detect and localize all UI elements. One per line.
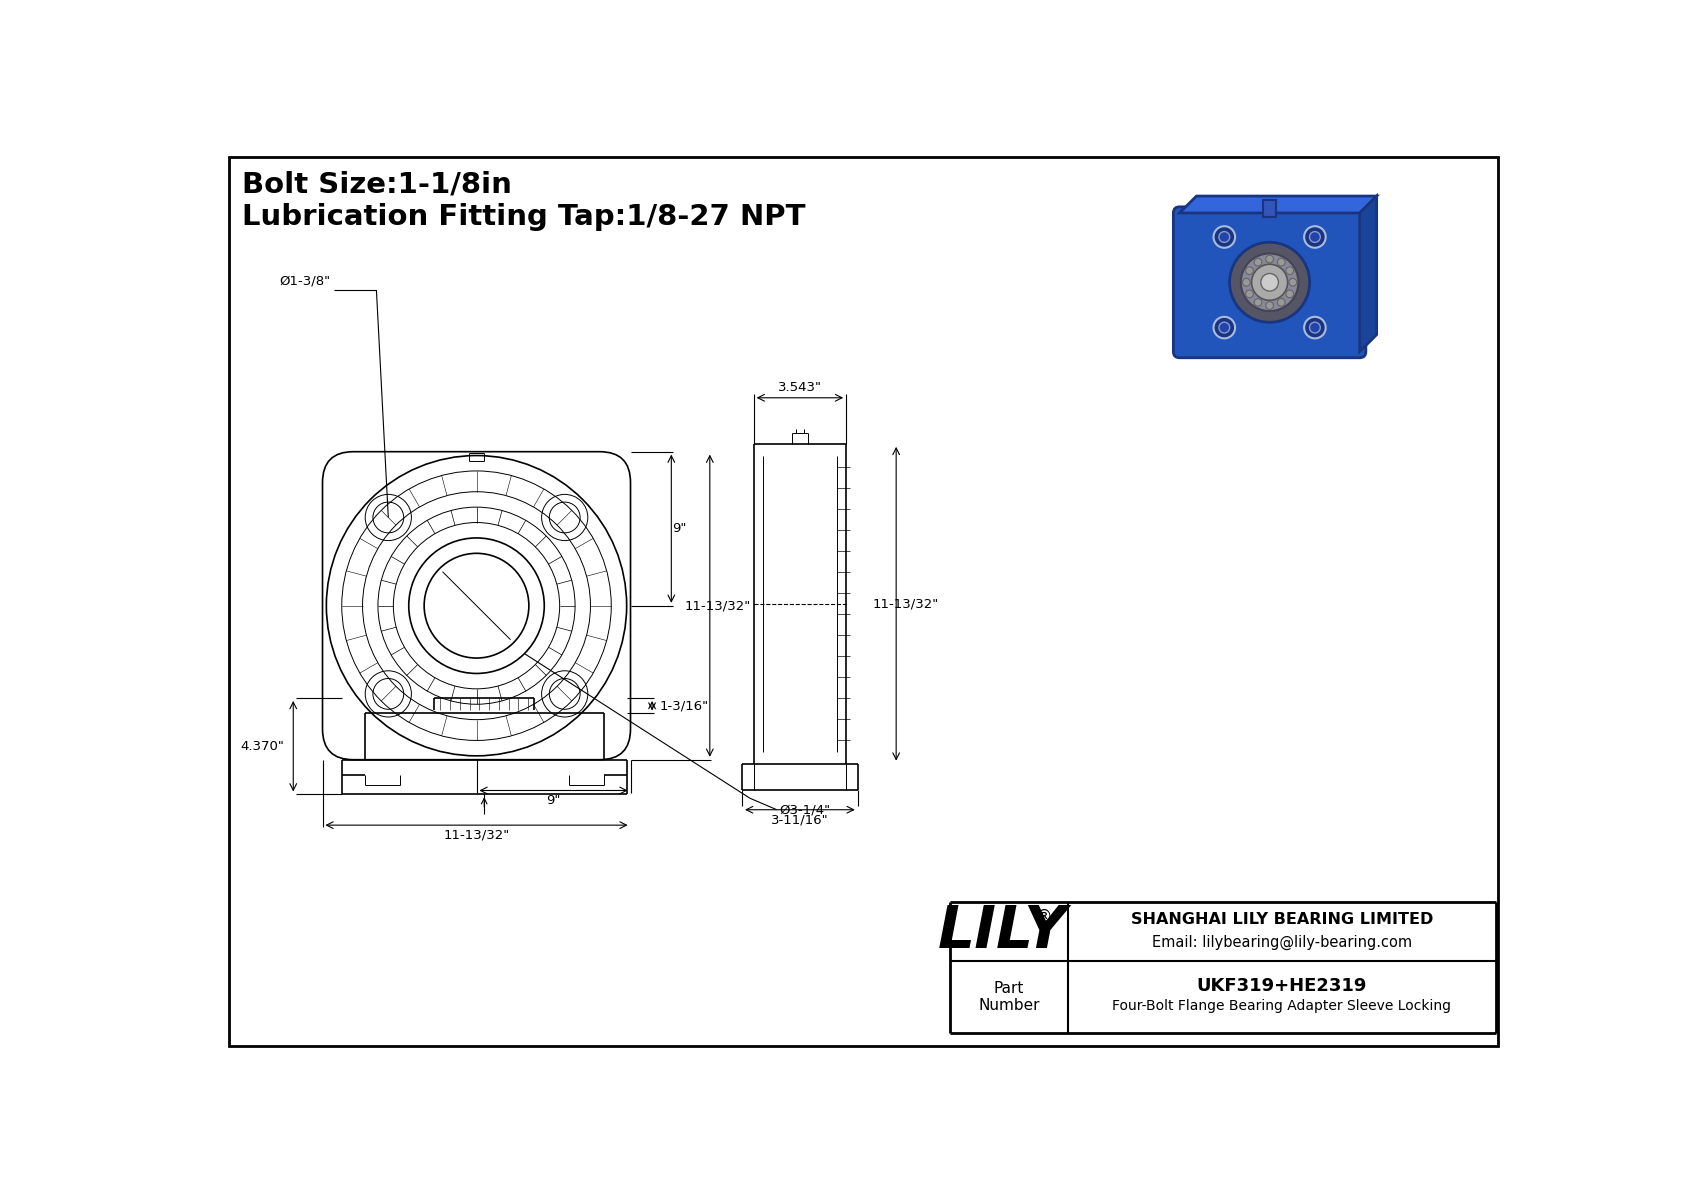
Text: 1-3/16": 1-3/16" bbox=[660, 699, 709, 712]
FancyBboxPatch shape bbox=[1174, 207, 1366, 357]
Circle shape bbox=[1246, 267, 1253, 275]
Text: 3.543": 3.543" bbox=[778, 381, 822, 394]
Circle shape bbox=[1214, 317, 1234, 338]
Text: ®: ® bbox=[1036, 908, 1052, 925]
Circle shape bbox=[1219, 231, 1229, 243]
Circle shape bbox=[1303, 317, 1325, 338]
Circle shape bbox=[1310, 231, 1320, 243]
Circle shape bbox=[1266, 255, 1273, 263]
Text: 4.370": 4.370" bbox=[241, 740, 285, 753]
Circle shape bbox=[1288, 279, 1297, 286]
Text: 11-13/32": 11-13/32" bbox=[443, 829, 510, 842]
Circle shape bbox=[1219, 323, 1229, 333]
Circle shape bbox=[1310, 323, 1320, 333]
Text: SHANGHAI LILY BEARING LIMITED: SHANGHAI LILY BEARING LIMITED bbox=[1130, 912, 1433, 927]
Circle shape bbox=[1246, 291, 1253, 298]
Text: Email: lilybearing@lily-bearing.com: Email: lilybearing@lily-bearing.com bbox=[1152, 935, 1411, 950]
Circle shape bbox=[1266, 301, 1273, 310]
Circle shape bbox=[1278, 258, 1285, 266]
Text: 9": 9" bbox=[546, 794, 561, 807]
Circle shape bbox=[1278, 299, 1285, 306]
Polygon shape bbox=[1179, 197, 1376, 213]
Bar bbox=[1263, 200, 1276, 217]
Circle shape bbox=[1229, 242, 1310, 323]
Circle shape bbox=[1255, 258, 1261, 266]
Text: UKF319+HE2319: UKF319+HE2319 bbox=[1197, 978, 1367, 996]
Circle shape bbox=[1287, 291, 1293, 298]
Text: Ø3-1/4": Ø3-1/4" bbox=[780, 803, 830, 816]
Circle shape bbox=[1255, 299, 1261, 306]
Text: Part
Number: Part Number bbox=[978, 981, 1039, 1014]
Text: 9": 9" bbox=[672, 522, 685, 535]
Text: Ø1-3/8": Ø1-3/8" bbox=[280, 275, 330, 288]
Circle shape bbox=[1214, 226, 1234, 248]
Text: Four-Bolt Flange Bearing Adapter Sleeve Locking: Four-Bolt Flange Bearing Adapter Sleeve … bbox=[1113, 999, 1452, 1014]
Text: Bolt Size:1-1/8in: Bolt Size:1-1/8in bbox=[242, 170, 512, 199]
Circle shape bbox=[1251, 264, 1288, 300]
Text: 3-11/16": 3-11/16" bbox=[771, 813, 829, 827]
Circle shape bbox=[1287, 267, 1293, 275]
Text: 11-13/32": 11-13/32" bbox=[872, 597, 938, 610]
Circle shape bbox=[1261, 274, 1278, 291]
Circle shape bbox=[1303, 226, 1325, 248]
Text: LILY: LILY bbox=[938, 903, 1068, 960]
Text: 11-13/32": 11-13/32" bbox=[684, 599, 751, 612]
Polygon shape bbox=[1359, 197, 1376, 351]
Circle shape bbox=[1243, 279, 1250, 286]
Circle shape bbox=[1241, 254, 1298, 311]
Text: Lubrication Fitting Tap:1/8-27 NPT: Lubrication Fitting Tap:1/8-27 NPT bbox=[242, 202, 805, 231]
